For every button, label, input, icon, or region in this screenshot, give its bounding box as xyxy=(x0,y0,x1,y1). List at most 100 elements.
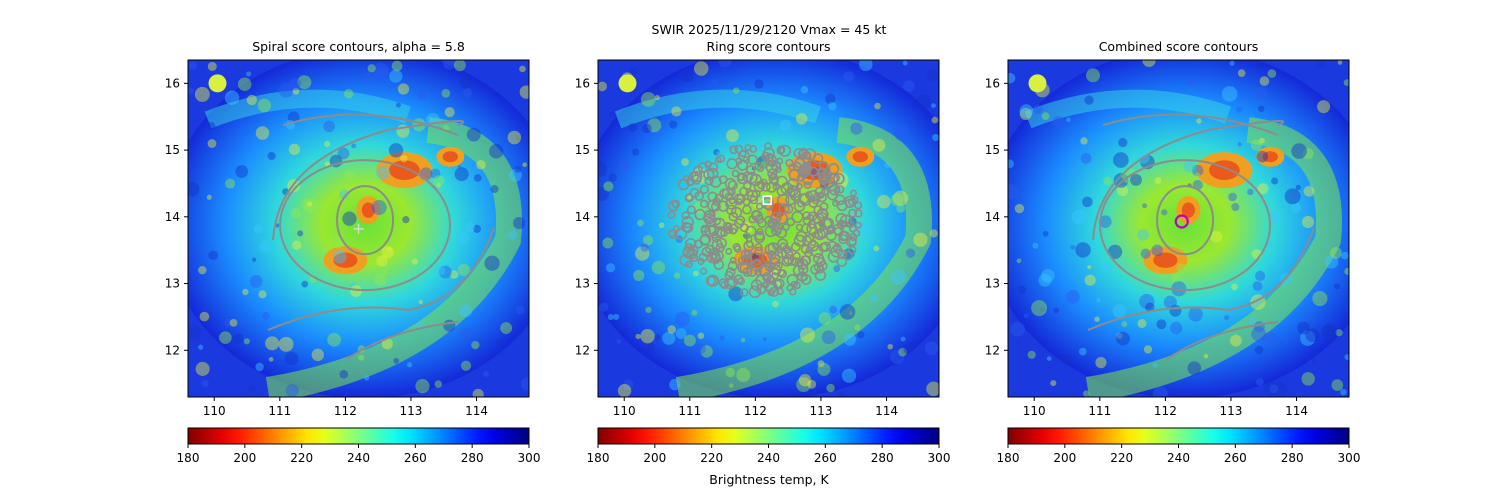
texture-speck xyxy=(252,257,257,262)
texture-speck xyxy=(859,60,873,72)
texture-speck xyxy=(1344,267,1349,276)
texture-speck xyxy=(637,219,644,227)
center-square-marker xyxy=(762,195,772,205)
texture-speck xyxy=(1195,172,1200,178)
texture-speck xyxy=(1152,362,1158,368)
ring-score-contour xyxy=(684,238,697,250)
cold-cloud-core xyxy=(442,151,459,163)
colorbar xyxy=(1007,427,1350,445)
texture-speck xyxy=(275,223,280,228)
texture-speck xyxy=(818,312,832,325)
y-tick-label: 12 xyxy=(575,343,590,357)
texture-speck xyxy=(1229,334,1242,347)
ring-score-contour xyxy=(814,269,827,281)
ring-score-contour xyxy=(800,273,808,282)
texture-speck xyxy=(640,91,656,107)
texture-speck xyxy=(291,240,302,250)
texture-speck xyxy=(1302,148,1314,160)
colorbar-tick-label: 300 xyxy=(518,451,541,465)
ring-score-contour xyxy=(819,202,829,212)
texture-speck xyxy=(434,380,443,388)
texture-speck xyxy=(1041,112,1050,121)
ring-score-contour xyxy=(740,249,750,259)
x-tick-label: 111 xyxy=(678,404,701,418)
texture-speck xyxy=(371,199,387,216)
texture-speck xyxy=(1301,372,1315,386)
texture-speck xyxy=(195,361,210,376)
texture-speck xyxy=(1262,331,1278,347)
texture-speck xyxy=(460,360,472,371)
texture-speck xyxy=(1140,248,1151,259)
texture-speck xyxy=(829,305,838,314)
texture-speck xyxy=(500,322,513,335)
panel-2: Ring score contours 110 111 112 113 114 12 13 14… xyxy=(575,39,951,465)
texture-speck xyxy=(508,168,522,182)
texture-speck xyxy=(681,158,689,166)
texture-speck xyxy=(232,333,244,344)
texture-speck xyxy=(817,360,825,368)
texture-speck xyxy=(658,222,665,229)
texture-speck xyxy=(828,101,837,111)
texture-speck xyxy=(762,337,768,342)
ring-score-contour xyxy=(705,216,716,228)
texture-speck xyxy=(1031,300,1048,317)
texture-speck xyxy=(1008,72,1016,84)
texture-speck xyxy=(1337,60,1343,65)
ring-score-contour xyxy=(792,251,801,261)
texture-speck xyxy=(642,123,652,134)
texture-speck xyxy=(598,186,610,201)
ring-score-contour xyxy=(754,268,763,276)
texture-speck xyxy=(713,149,720,156)
texture-speck xyxy=(297,75,312,90)
ring-score-contour xyxy=(786,284,794,292)
texture-speck xyxy=(443,319,456,332)
colorbar-tick-label: 200 xyxy=(233,451,256,465)
colorbar-tick-label: 240 xyxy=(757,451,780,465)
texture-speck xyxy=(1334,283,1341,290)
texture-speck xyxy=(605,263,616,273)
texture-speck xyxy=(483,370,490,377)
texture-speck xyxy=(772,300,779,308)
texture-speck xyxy=(1248,317,1257,325)
texture-speck xyxy=(1257,183,1269,195)
score-contour xyxy=(336,185,395,256)
texture-speck xyxy=(1255,270,1266,282)
score-contour xyxy=(267,227,495,331)
texture-speck xyxy=(1143,345,1153,354)
ring-score-contour xyxy=(772,279,783,289)
colorbar-tick-label: 220 xyxy=(290,451,313,465)
texture-speck xyxy=(362,72,373,83)
ring-score-contour xyxy=(667,211,676,219)
ring-score-contour xyxy=(786,217,796,227)
texture-speck xyxy=(700,345,713,358)
texture-speck xyxy=(1113,152,1129,168)
texture-speck xyxy=(1098,215,1112,228)
texture-speck xyxy=(301,198,313,210)
colorbar xyxy=(187,427,530,445)
texture-speck xyxy=(733,87,740,94)
ring-score-contour xyxy=(849,232,858,242)
texture-speck xyxy=(607,314,614,321)
texture-speck xyxy=(903,80,915,92)
ring-score-contour xyxy=(792,161,802,171)
texture-speck xyxy=(1023,313,1029,319)
cloud-blob xyxy=(1028,74,1047,93)
texture-speck xyxy=(284,351,299,366)
texture-speck xyxy=(327,332,341,347)
ring-score-contour xyxy=(832,223,844,236)
ring-score-contour xyxy=(745,188,754,197)
texture-speck xyxy=(726,129,739,143)
texture-speck xyxy=(603,181,614,192)
texture-speck xyxy=(1008,159,1015,169)
texture-speck xyxy=(288,143,301,155)
texture-speck xyxy=(798,373,812,387)
ring-score-contour xyxy=(814,221,826,233)
texture-speck xyxy=(617,383,632,397)
ring-score-contour xyxy=(686,205,696,215)
texture-speck xyxy=(1344,354,1349,361)
texture-speck xyxy=(1267,69,1277,78)
texture-speck xyxy=(463,88,473,98)
texture-speck xyxy=(456,231,470,245)
texture-speck xyxy=(520,377,529,391)
texture-speck xyxy=(1160,190,1170,200)
